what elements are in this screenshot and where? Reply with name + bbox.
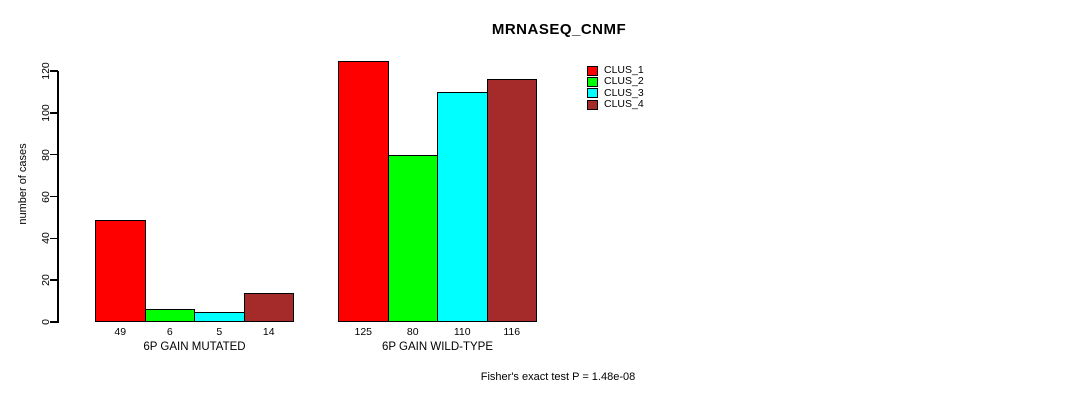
bar-value-label: 116 bbox=[503, 326, 521, 338]
legend-item: CLUS_2 bbox=[587, 76, 644, 87]
bar-value-label: 6 bbox=[166, 326, 173, 338]
y-tick bbox=[50, 279, 58, 281]
legend-label: CLUS_1 bbox=[604, 64, 644, 77]
legend-label: CLUS_4 bbox=[604, 98, 644, 111]
bar-clus_4 bbox=[486, 79, 537, 322]
bar-clus_3 bbox=[437, 91, 488, 322]
y-tick-label: 120 bbox=[40, 62, 52, 80]
y-axis-label: number of cases bbox=[17, 143, 29, 225]
legend-item: CLUS_3 bbox=[587, 86, 644, 99]
group-label: 6P GAIN WILD-TYPE bbox=[382, 341, 493, 353]
legend-swatch bbox=[587, 99, 598, 110]
legend-swatch bbox=[587, 76, 598, 87]
y-tick-label: 0 bbox=[40, 319, 52, 325]
y-tick-label: 40 bbox=[40, 232, 52, 245]
bar-value-label: 110 bbox=[453, 326, 471, 338]
bar-clus_1 bbox=[338, 60, 389, 322]
y-tick bbox=[50, 237, 58, 240]
bar-value-label: 14 bbox=[262, 326, 275, 338]
y-tick bbox=[50, 112, 58, 114]
bar-value-label: 49 bbox=[114, 326, 127, 338]
y-tick bbox=[50, 195, 58, 198]
y-tick bbox=[50, 321, 58, 323]
y-tick-label: 100 bbox=[40, 104, 52, 122]
y-tick bbox=[50, 153, 58, 156]
bar-value-label: 125 bbox=[354, 326, 373, 338]
legend-item: CLUS_1 bbox=[587, 65, 644, 76]
legend-swatch bbox=[587, 88, 598, 99]
bar-clus_4 bbox=[243, 292, 294, 322]
y-tick bbox=[50, 70, 58, 72]
bar-value-label: 80 bbox=[406, 326, 419, 338]
legend-swatch bbox=[587, 65, 598, 76]
bar-clus_3 bbox=[194, 311, 245, 322]
bar-value-label: 5 bbox=[216, 326, 223, 338]
y-tick-label: 60 bbox=[40, 190, 52, 203]
chart-title: MRNASEQ_CNMF bbox=[491, 21, 627, 38]
group-label: 6P GAIN MUTATED bbox=[143, 341, 246, 353]
legend-label: CLUS_3 bbox=[604, 86, 644, 99]
legend-item: CLUS_4 bbox=[587, 99, 644, 110]
bar-clus_2 bbox=[387, 154, 438, 322]
legend: CLUS_1 CLUS_2 CLUS_3 CLUS_4 bbox=[587, 65, 644, 110]
y-tick-label: 80 bbox=[40, 148, 52, 161]
bar-clus_2 bbox=[144, 309, 195, 322]
y-tick-label: 20 bbox=[40, 274, 52, 286]
legend-label: CLUS_2 bbox=[604, 75, 644, 88]
bar-clus_1 bbox=[95, 219, 146, 322]
fisher-annotation: Fisher's exact test P = 1.48e-08 bbox=[480, 371, 636, 383]
